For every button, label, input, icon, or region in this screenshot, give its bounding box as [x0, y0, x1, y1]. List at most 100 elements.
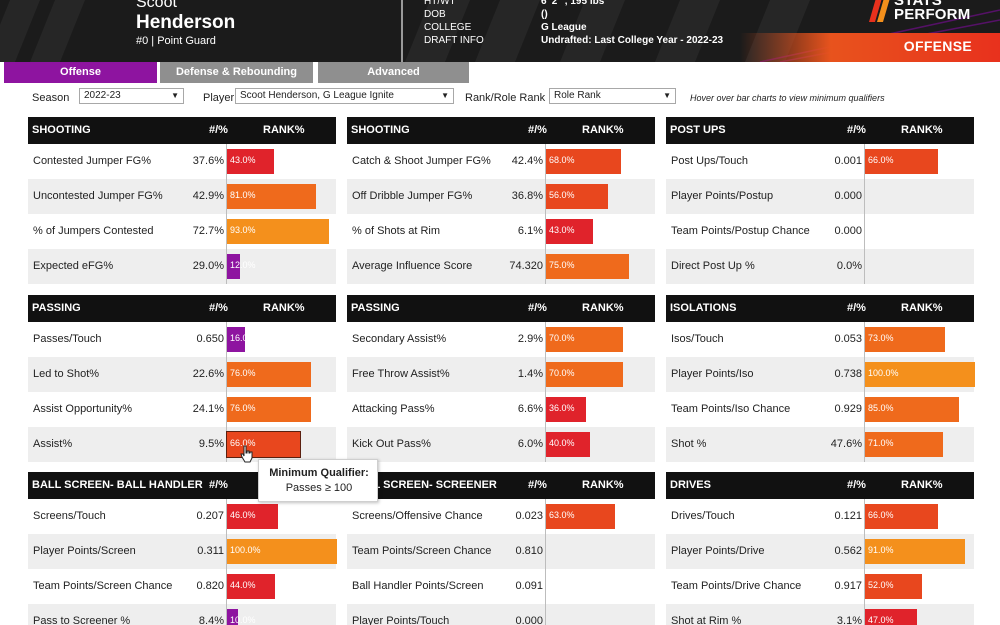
- logo-text-line2: PERFORM: [894, 6, 971, 23]
- rank-axis-line: [545, 214, 546, 249]
- rank-bar[interactable]: [227, 504, 278, 529]
- rank-axis-line: [864, 179, 865, 214]
- stat-row: Screens/Touch 0.207 46.0%: [28, 499, 336, 534]
- column-header-value: #/%: [528, 479, 547, 491]
- stat-row: Shot at Rim % 3.1% 47.0%: [666, 604, 974, 625]
- tab-advanced[interactable]: Advanced: [318, 62, 469, 83]
- rank-bar[interactable]: [227, 254, 240, 279]
- rank-axis-line: [226, 534, 227, 569]
- rank-bar[interactable]: [546, 504, 615, 529]
- rank-axis-line: [864, 144, 865, 179]
- tooltip-title: Minimum Qualifier:: [269, 467, 369, 479]
- stat-value: 0.207: [196, 510, 224, 522]
- stat-row: Ball Handler Points/Screen 0.091: [347, 569, 655, 604]
- rank-bar[interactable]: [865, 149, 938, 174]
- rank-bar[interactable]: [546, 327, 623, 352]
- rank-axis-line: [545, 604, 546, 625]
- rank-bar[interactable]: [227, 219, 329, 244]
- stat-label: Kick Out Pass%: [352, 438, 431, 450]
- rank-bar[interactable]: [865, 539, 965, 564]
- panel-title: PASSING: [32, 302, 81, 314]
- rank-axis-line: [545, 249, 546, 284]
- rank-bar[interactable]: [546, 432, 590, 457]
- info-value-htwt: 6' 2" , 195 lbs: [541, 0, 605, 7]
- stat-label: Post Ups/Touch: [671, 155, 749, 167]
- stat-label: Pass to Screener %: [33, 615, 131, 625]
- rank-bar[interactable]: [865, 362, 975, 387]
- stat-label: Screens/Touch: [33, 510, 106, 522]
- tab-offense[interactable]: Offense: [4, 62, 157, 83]
- rank-bar-label: 71.0%: [868, 438, 894, 448]
- stat-value: 0.929: [834, 403, 862, 415]
- rank-bar[interactable]: [865, 504, 938, 529]
- stat-row: Player Points/Touch 0.000: [347, 604, 655, 625]
- rank-axis-line: [864, 357, 865, 392]
- rank-bar[interactable]: [865, 574, 922, 599]
- tooltip-value: Passes ≥ 100: [285, 482, 353, 494]
- rank-bar[interactable]: [865, 432, 943, 457]
- section-banner: [740, 33, 1000, 62]
- panel-header: SHOOTING #/% RANK%: [28, 117, 336, 144]
- stat-value: 8.4%: [198, 615, 224, 625]
- player-label: Player: [203, 92, 235, 104]
- rank-bar[interactable]: [227, 574, 275, 599]
- rank-bar[interactable]: [227, 327, 245, 352]
- stat-row: Team Points/Drive Chance 0.917 52.0%: [666, 569, 974, 604]
- stat-row: Led to Shot% 22.6% 76.0%: [28, 357, 336, 392]
- rank-bar[interactable]: [227, 539, 337, 564]
- column-header-rank: RANK%: [582, 124, 624, 136]
- rank-bar[interactable]: [227, 397, 311, 422]
- header-divider: [401, 0, 403, 62]
- stat-value: 6.1%: [517, 225, 543, 237]
- rank-bar[interactable]: [546, 184, 608, 209]
- rank-axis-line: [226, 499, 227, 534]
- stat-value: 0.0%: [836, 260, 862, 272]
- player-info-labels: HT/WT DOB COLLEGE DRAFT INFO: [424, 0, 484, 47]
- stat-value: 22.6%: [192, 368, 224, 380]
- rank-axis-line: [545, 179, 546, 214]
- rank-bar[interactable]: [227, 609, 238, 625]
- rank-axis-line: [864, 322, 865, 357]
- panel-title: ISOLATIONS: [670, 302, 737, 314]
- rank-bar[interactable]: [546, 149, 621, 174]
- rank-bar[interactable]: [227, 184, 316, 209]
- rank-bar[interactable]: [226, 431, 301, 458]
- rank-select[interactable]: Role Rank ▼: [549, 88, 676, 104]
- stats-perform-logo: STATS PERFORM: [868, 0, 988, 24]
- stat-label: Direct Post Up %: [671, 260, 755, 272]
- rank-bar[interactable]: [865, 397, 959, 422]
- rank-axis-line: [226, 249, 227, 284]
- rank-axis-line: [226, 214, 227, 249]
- rank-bar[interactable]: [865, 327, 945, 352]
- stat-row: Team Points/Iso Chance 0.929 85.0%: [666, 392, 974, 427]
- rank-bar[interactable]: [546, 254, 629, 279]
- stat-label: Team Points/Screen Chance: [33, 580, 173, 592]
- stat-label: Attacking Pass%: [352, 403, 435, 415]
- rank-bar-label: 85.0%: [868, 403, 894, 413]
- rank-select-value: Role Rank: [554, 90, 601, 101]
- stat-value: 72.7%: [192, 225, 224, 237]
- rank-bar-label: 68.0%: [549, 155, 575, 165]
- season-select[interactable]: 2022-23 ▼: [79, 88, 184, 104]
- rank-bar-label: 75.0%: [549, 260, 575, 270]
- stat-row: Team Points/Screen Chance 0.810: [347, 534, 655, 569]
- rank-bar[interactable]: [865, 609, 917, 625]
- rank-bar-label: 100.0%: [230, 545, 261, 555]
- info-label-htwt: HT/WT: [424, 0, 456, 7]
- tab-defense-rebounding[interactable]: Defense & Rebounding: [160, 62, 313, 83]
- rank-bar[interactable]: [227, 362, 311, 387]
- stat-value: 9.5%: [198, 438, 224, 450]
- rank-bar[interactable]: [227, 149, 274, 174]
- rank-bar[interactable]: [546, 397, 586, 422]
- stat-value: 0.917: [834, 580, 862, 592]
- rank-bar-label: 93.0%: [230, 225, 256, 235]
- stat-label: Player Points/Touch: [352, 615, 450, 625]
- rank-bar[interactable]: [546, 219, 593, 244]
- stat-label: Shot %: [671, 438, 707, 450]
- column-header-rank: RANK%: [901, 479, 943, 491]
- column-header-rank: RANK%: [263, 124, 305, 136]
- rank-bar[interactable]: [546, 362, 623, 387]
- rank-axis-line: [864, 249, 865, 284]
- player-select[interactable]: Scoot Henderson, G League Ignite ▼: [235, 88, 454, 104]
- rank-bar-label: 16.0%: [230, 333, 256, 343]
